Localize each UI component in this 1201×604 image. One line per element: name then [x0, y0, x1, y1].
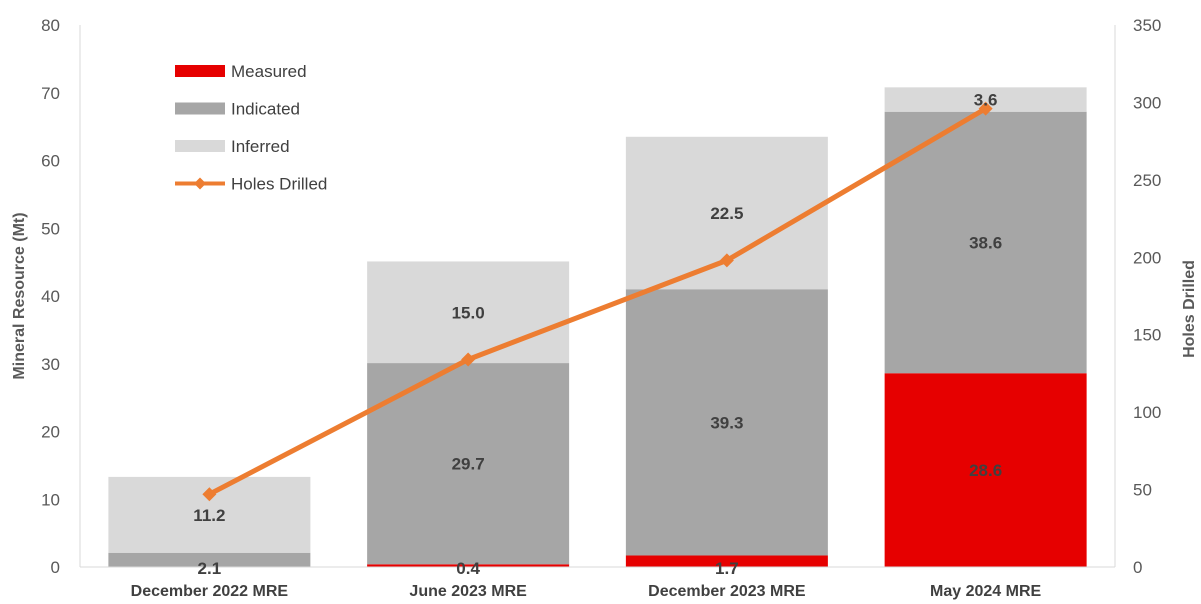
y-tick-label: 10	[41, 490, 60, 509]
y-tick-label: 70	[41, 84, 60, 103]
right-axis-ticks: 0 50 100 150 200 250 300 350	[1133, 16, 1161, 577]
bars-layer	[108, 87, 1087, 567]
bar-measured	[884, 373, 1087, 567]
data-label: 0.4	[456, 559, 480, 578]
y2-tick-label: 300	[1133, 93, 1161, 112]
legend-label: Holes Drilled	[231, 175, 327, 194]
legend-marker	[194, 177, 206, 190]
data-label: 3.6	[974, 91, 998, 110]
line-layer	[202, 101, 993, 502]
y-tick-label: 80	[41, 16, 60, 35]
data-label: 11.2	[193, 506, 225, 525]
data-labels: 2.1 11.2 0.4 29.7 15.0 1.7 39.3 22.5 28.6 38.6 3.6	[193, 91, 1002, 578]
legend-label: Indicated	[231, 100, 300, 119]
left-axis-ticks: 0 10 20 30 40 50 60 70 80	[41, 16, 60, 577]
data-label: 1.7	[715, 559, 739, 578]
bar-indicated	[108, 552, 311, 567]
legend-label: Measured	[231, 62, 307, 81]
data-label: 29.7	[452, 455, 485, 474]
y2-tick-label: 150	[1133, 326, 1161, 345]
legend-swatch	[175, 140, 225, 152]
y-tick-label: 20	[41, 423, 60, 442]
holes-drilled-point	[978, 101, 993, 116]
y-tick-label: 50	[41, 219, 60, 238]
y2-tick-label: 100	[1133, 403, 1161, 422]
bar-indicated	[884, 111, 1087, 374]
y2-tick-label: 250	[1133, 171, 1161, 190]
x-tick-label: December 2023 MRE	[648, 583, 806, 600]
y-tick-label: 60	[41, 152, 60, 171]
data-label: 15.0	[452, 303, 485, 322]
legend: Measured Indicated Inferred Holes Drilled	[175, 62, 327, 194]
legend-label: Inferred	[231, 137, 290, 156]
data-label: 2.1	[198, 559, 222, 578]
y2-tick-label: 200	[1133, 248, 1161, 267]
x-tick-label: May 2024 MRE	[930, 583, 1041, 600]
data-label: 39.3	[710, 413, 743, 432]
bar-measured	[625, 555, 828, 567]
y2-axis-title: Holes Drilled	[1181, 260, 1198, 358]
y2-tick-label: 50	[1133, 481, 1152, 500]
y2-tick-label: 0	[1133, 558, 1142, 577]
holes-drilled-point	[719, 253, 734, 268]
holes-drilled-point	[461, 352, 476, 367]
bar-measured	[367, 564, 570, 567]
x-tick-label: December 2022 MRE	[131, 583, 289, 600]
holes-drilled-point	[202, 487, 217, 502]
data-label: 38.6	[969, 233, 1002, 252]
y-tick-label: 40	[41, 287, 60, 306]
y2-tick-label: 350	[1133, 16, 1161, 35]
holes-drilled-line	[208, 106, 987, 497]
legend-swatch	[175, 102, 225, 115]
data-label: 28.6	[969, 461, 1002, 480]
y-tick-label: 0	[51, 558, 60, 577]
y-tick-label: 30	[41, 355, 60, 374]
y-axis-title: Mineral Resource (Mt)	[11, 212, 28, 379]
x-axis-ticks: December 2022 MRE June 2023 MRE December 2…	[131, 583, 1042, 600]
x-tick-label: June 2023 MRE	[409, 583, 527, 600]
legend-swatch	[175, 65, 225, 77]
bar-inferred	[367, 261, 570, 364]
data-label: 22.5	[710, 204, 743, 223]
bar-indicated	[625, 289, 828, 556]
